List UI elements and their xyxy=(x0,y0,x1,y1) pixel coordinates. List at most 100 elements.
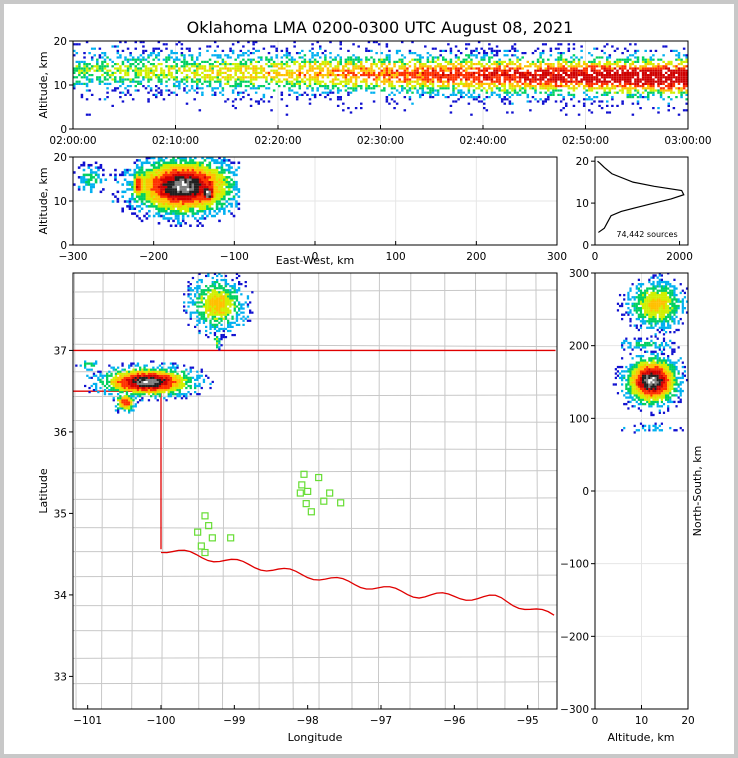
source-cell xyxy=(189,163,192,167)
source-cell xyxy=(216,309,219,312)
source-cell xyxy=(347,56,350,59)
source-cell xyxy=(521,76,524,79)
source-cell xyxy=(462,74,465,77)
source-cell xyxy=(176,376,179,379)
source-cell xyxy=(408,65,412,68)
source-cell xyxy=(125,370,129,373)
source-cell xyxy=(155,74,158,77)
source-cell xyxy=(209,297,212,300)
source-cell xyxy=(160,91,163,94)
source-cell xyxy=(488,76,491,79)
source-cell xyxy=(121,209,124,213)
source-cell xyxy=(184,161,187,165)
source-cell xyxy=(462,76,465,79)
source-cell xyxy=(111,78,114,81)
hist-y-tick-label: 20 xyxy=(576,156,589,168)
source-cell xyxy=(377,58,381,61)
source-cell xyxy=(148,171,151,174)
ew-y-tick: 0 xyxy=(60,240,73,252)
source-cell xyxy=(290,58,294,61)
source-cell xyxy=(303,63,307,66)
source-cell xyxy=(160,171,163,174)
source-cell xyxy=(161,388,164,392)
source-cell xyxy=(444,60,448,63)
source-cell xyxy=(152,368,155,371)
source-cell xyxy=(170,76,173,79)
source-cell xyxy=(339,60,342,63)
source-cell xyxy=(201,157,204,160)
source-cell xyxy=(480,47,483,50)
source-cell xyxy=(483,49,486,52)
source-cell xyxy=(189,195,192,198)
source-cell xyxy=(213,283,217,286)
source-cell xyxy=(244,60,248,63)
source-cell xyxy=(148,188,151,191)
source-cell xyxy=(516,85,519,88)
source-cell xyxy=(575,69,578,72)
source-cell xyxy=(198,321,201,324)
source-cell xyxy=(216,317,219,320)
source-cell xyxy=(141,370,144,373)
source-cell xyxy=(224,100,227,103)
source-cell xyxy=(626,76,629,79)
source-cell xyxy=(252,41,255,44)
source-cell xyxy=(174,173,178,177)
source-cell xyxy=(372,60,376,63)
source-cell xyxy=(349,80,353,83)
source-cell xyxy=(205,333,208,337)
source-cell xyxy=(352,85,355,88)
source-cell xyxy=(218,297,221,300)
source-cell xyxy=(370,71,373,74)
source-cell xyxy=(196,200,200,203)
source-cell xyxy=(152,378,155,381)
source-cell xyxy=(539,85,542,88)
source-cell xyxy=(647,76,650,79)
source-cell xyxy=(194,183,197,186)
source-cell xyxy=(169,173,173,177)
source-cell xyxy=(157,214,161,218)
source-cell xyxy=(150,190,154,194)
source-cell xyxy=(647,60,650,63)
source-cell xyxy=(143,388,146,392)
source-cell xyxy=(179,166,183,169)
source-cell xyxy=(395,74,399,77)
source-cell xyxy=(421,87,424,90)
source-cell xyxy=(657,74,660,77)
source-cell xyxy=(649,91,653,94)
source-cell xyxy=(160,93,163,96)
source-cell xyxy=(152,176,156,179)
source-cell xyxy=(186,207,190,211)
source-cell xyxy=(200,297,203,300)
source-cell xyxy=(283,78,286,81)
source-cell xyxy=(174,370,177,373)
source-cell xyxy=(205,309,208,312)
source-cell xyxy=(262,69,266,72)
source-cell xyxy=(513,74,517,77)
source-cell xyxy=(73,71,76,74)
source-cell xyxy=(198,197,202,201)
source-cell xyxy=(96,63,99,66)
source-cell xyxy=(385,71,389,74)
source-cell xyxy=(128,395,131,398)
source-cell xyxy=(582,85,586,88)
source-cell xyxy=(179,161,183,165)
ew-x-tick-label: −200 xyxy=(139,251,168,263)
source-cell xyxy=(155,85,158,88)
source-cell xyxy=(470,82,473,85)
source-cell xyxy=(163,362,166,365)
source-cell xyxy=(220,193,224,196)
source-cell xyxy=(629,78,632,81)
source-cell xyxy=(169,372,173,375)
source-cell xyxy=(128,409,131,412)
source-cell xyxy=(172,58,176,61)
source-cell xyxy=(539,65,542,68)
source-cell xyxy=(187,287,190,290)
source-cell xyxy=(98,78,102,81)
source-cell xyxy=(220,297,223,300)
source-cell xyxy=(639,69,642,72)
source-cell xyxy=(454,54,458,57)
source-cell xyxy=(150,374,153,377)
source-cell xyxy=(275,76,278,79)
source-cell xyxy=(128,168,132,172)
source-cell xyxy=(634,82,637,85)
